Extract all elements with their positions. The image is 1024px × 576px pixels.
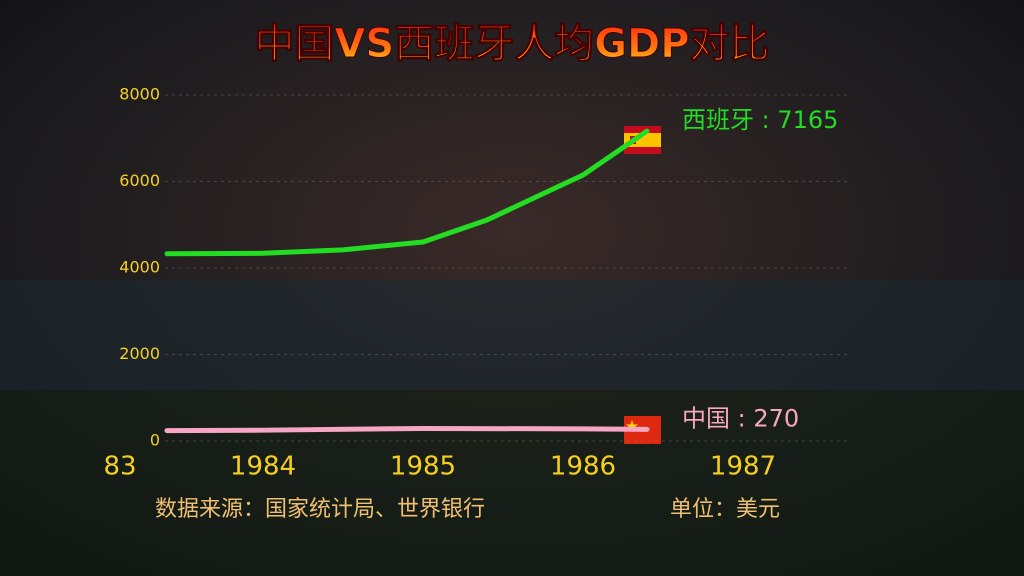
y-tick-label: 2000: [119, 344, 160, 363]
series-line: [164, 128, 650, 257]
background-band: [0, 280, 1024, 390]
unit: 单位：美元: [670, 497, 780, 522]
x-tick-label: 1985: [390, 452, 456, 482]
x-tick-label: 1986: [550, 452, 616, 482]
background-pitch: [0, 390, 1024, 576]
x-tick-label: 1984: [230, 452, 296, 482]
x-tick-label: 1987: [710, 452, 776, 482]
chart-title: 中国VS西班牙人均GDP对比: [254, 21, 769, 67]
series-end-label: 西班牙 : 7165: [682, 106, 838, 134]
x-tick-label: 83: [103, 452, 136, 482]
y-tick-label: 8000: [119, 85, 160, 104]
y-tick-label: 4000: [119, 258, 160, 277]
series-end-label: 中国 : 270: [682, 404, 799, 432]
y-tick-label: 6000: [119, 171, 160, 190]
y-tick-label: 0: [150, 431, 160, 450]
flag-spain: [624, 126, 661, 154]
source: 数据来源：国家统计局、世界银行: [155, 497, 485, 522]
series-line: [164, 425, 650, 434]
